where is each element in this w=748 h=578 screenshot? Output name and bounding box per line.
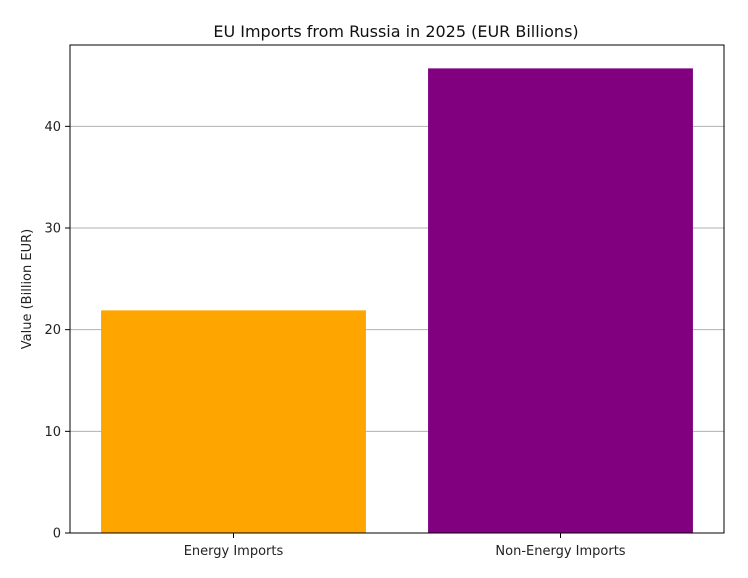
- chart-title: EU Imports from Russia in 2025 (EUR Bill…: [213, 22, 578, 41]
- x-axis-ticks: Energy Imports Non-Energy Imports: [184, 533, 626, 559]
- y-tick-label: 40: [44, 120, 61, 135]
- plot-frame: [69, 44, 725, 534]
- y-tick-label: 20: [44, 323, 61, 338]
- y-tick-label: 10: [44, 425, 61, 440]
- x-tick-label: Energy Imports: [184, 544, 284, 559]
- y-tick-label: 30: [44, 222, 61, 237]
- bars: [101, 68, 693, 533]
- x-tick-label: Non-Energy Imports: [495, 544, 625, 559]
- bar-non-energy-imports: [428, 68, 693, 533]
- bar-energy-imports: [101, 310, 366, 533]
- y-tick-label: 0: [53, 527, 61, 542]
- y-axis-label: Value (Billion EUR): [20, 229, 35, 349]
- y-axis-ticks: 0 10 20 30 40: [44, 120, 70, 542]
